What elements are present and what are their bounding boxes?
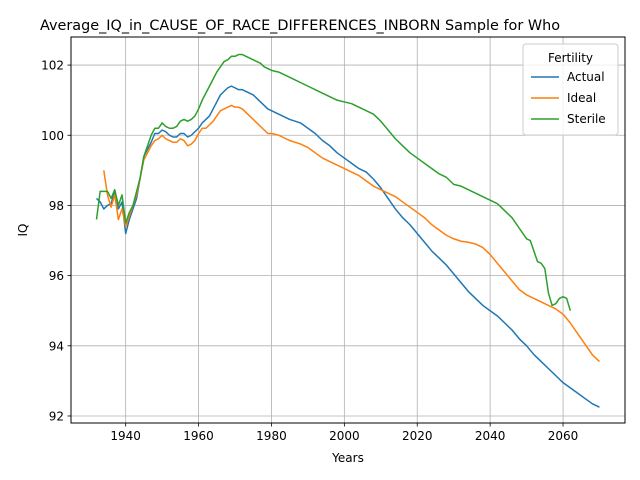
series-line-sterile [95, 53, 572, 311]
legend-title: Fertility [548, 51, 593, 65]
y-tick-label: 92 [49, 409, 64, 423]
y-tick-label: 102 [41, 59, 64, 73]
series-line-actual [95, 85, 600, 408]
legend-frame [522, 43, 619, 136]
y-tick-label: 98 [49, 199, 64, 213]
series-lines [95, 53, 601, 408]
x-axis-label: Years [331, 451, 364, 465]
legend-label-sterile: Sterile [567, 112, 606, 126]
chart-title: Average_IQ_in_CAUSE_OF_RACE_DIFFERENCES_… [40, 18, 560, 34]
x-tick-label: 2020 [402, 429, 433, 443]
x-tick-label: 2040 [475, 429, 506, 443]
x-tick-label: 2000 [329, 429, 360, 443]
x-tick-label: 1940 [110, 429, 141, 443]
x-tick-label: 1960 [183, 429, 214, 443]
x-tick-label: 2060 [548, 429, 579, 443]
axis-ticks: 1940 1960 1980 2000 2020 2040 2060 92 94 96 98 100 1… [41, 59, 578, 443]
y-axis-label: IQ [16, 224, 30, 237]
y-tick-label: 96 [49, 269, 64, 283]
y-tick-label: 94 [49, 339, 64, 353]
legend: Fertility Actual Ideal Sterile [522, 43, 619, 136]
legend-label-actual: Actual [567, 70, 605, 84]
x-tick-label: 1980 [256, 429, 287, 443]
legend-label-ideal: Ideal [567, 91, 596, 105]
plot-frame [70, 36, 626, 424]
series-line-ideal [103, 104, 601, 363]
y-tick-label: 100 [41, 129, 64, 143]
